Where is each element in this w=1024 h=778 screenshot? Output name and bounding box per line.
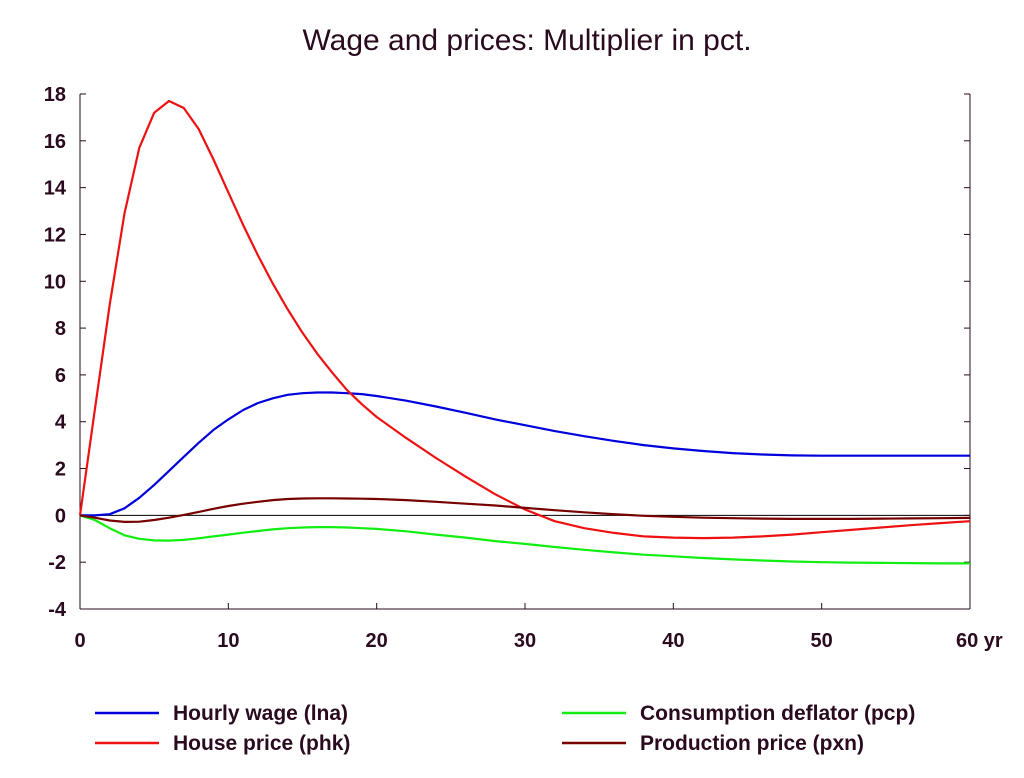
x-tick-label: 20 [366,630,388,652]
y-tick-label: 14 [44,178,67,200]
series-line-house-price-phk [78,99,971,540]
series-line-consumption-deflator-pcp [79,514,970,565]
chart-title: Wage and prices: Multiplier in pct. [302,24,751,57]
y-tick-label: 2 [55,459,66,481]
y-tick-label: 16 [44,131,66,153]
y-tick-label: 18 [44,84,66,106]
y-tick-label: -4 [48,599,67,621]
y-tick-label: 6 [55,365,66,387]
x-tick-label: 10 [217,630,239,652]
x-axis-ticks: 0 10 20 30 40 50 60 yr [74,603,1003,652]
y-tick-label: 4 [55,412,67,434]
y-tick-label: 0 [55,505,66,527]
y-tick-label: 8 [55,318,66,340]
x-tick-label: 40 [662,630,684,652]
x-tick-label: 30 [514,630,536,652]
y-tick-label: -2 [48,552,66,574]
x-tick-label: 0 [74,630,85,652]
series-lines [78,99,971,565]
y-tick-label: 12 [44,224,66,246]
legend-label-house-price-phk: House price (phk) [173,732,350,755]
y-tick-label: 10 [44,271,66,293]
legend-label-hourly-wage-lna: Hourly wage (lna) [173,702,348,725]
x-tick-label: 50 [811,630,833,652]
legend: Hourly wage (lna) House price (phk) Consum… [95,702,915,755]
series-line-production-price-pxn [79,497,971,523]
y-axis-ticks: -4 -2 0 2 4 6 8 10 12 14 16 18 [44,84,970,621]
x-tick-label: 60 yr [956,630,1003,652]
legend-label-production-price-pxn: Production price (pxn) [640,732,864,755]
series-line-hourly-wage-lna [80,391,970,517]
legend-label-consumption-deflator-pcp: Consumption deflator (pcp) [640,702,915,725]
